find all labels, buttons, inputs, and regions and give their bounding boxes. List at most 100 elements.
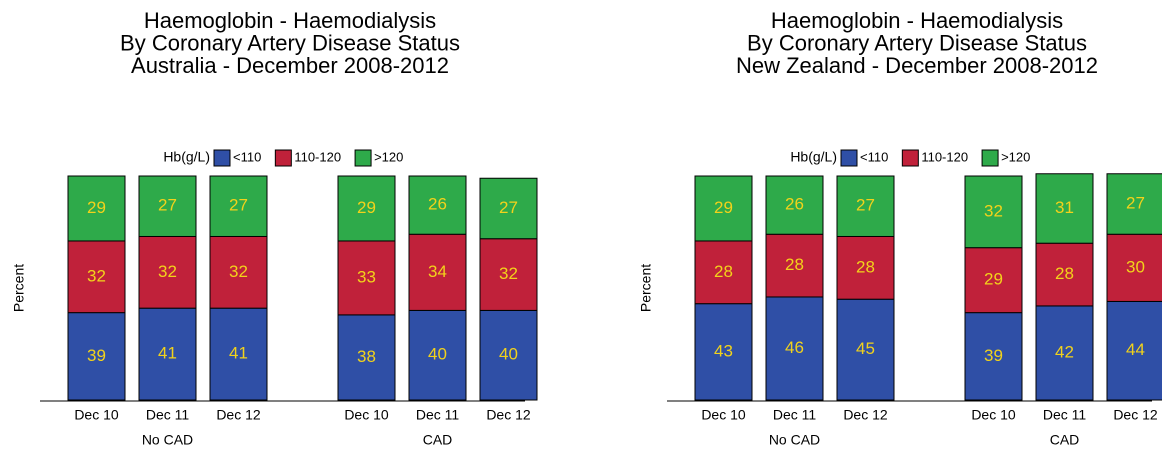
data-label: 46 xyxy=(785,338,804,357)
chart-title: Australia - December 2008-2012 xyxy=(131,53,449,78)
bar-segment xyxy=(964,312,1023,401)
group-label: No CAD xyxy=(142,432,193,448)
data-label: 45 xyxy=(856,339,875,358)
bar-segment xyxy=(964,247,1023,314)
bar-segment xyxy=(765,233,824,298)
group-label: CAD xyxy=(1050,432,1080,448)
data-label: 28 xyxy=(714,262,733,281)
x-tick-label: Dec 12 xyxy=(486,407,531,423)
y-axis-label: Percent xyxy=(11,264,27,312)
bar-segment xyxy=(1106,300,1162,401)
legend-label: >120 xyxy=(374,149,403,164)
data-label: 27 xyxy=(158,196,177,215)
bar-segment xyxy=(209,175,268,237)
x-tick-label: Dec 12 xyxy=(216,407,261,423)
bar-segment xyxy=(138,235,197,309)
bar-segment xyxy=(1035,242,1094,307)
chart-title: By Coronary Artery Disease Status xyxy=(120,30,460,55)
bar-segment xyxy=(408,309,467,401)
bar-segment xyxy=(67,175,126,242)
bar-segment xyxy=(67,240,126,314)
data-label: 34 xyxy=(428,262,447,281)
bar-segment xyxy=(1035,305,1094,401)
bar-segment xyxy=(1106,233,1162,302)
data-label: 27 xyxy=(499,198,518,217)
legend: Hb(g/L) <110 110-120 >120 xyxy=(790,149,1030,167)
bar-segment xyxy=(694,240,753,305)
bar-segment xyxy=(1106,173,1162,235)
bar-segment xyxy=(479,238,538,311)
bar-segment xyxy=(209,235,268,309)
legend: Hb(g/L) <110 110-120 >120 xyxy=(163,149,403,167)
x-tick-label: Dec 12 xyxy=(843,407,888,423)
bar-segment xyxy=(479,309,538,401)
data-label: 44 xyxy=(1126,340,1145,359)
legend-swatch xyxy=(901,149,919,167)
data-label: 32 xyxy=(87,266,106,285)
x-tick-label: Dec 11 xyxy=(1043,407,1087,423)
data-label: 28 xyxy=(1055,264,1074,283)
data-label: 42 xyxy=(1055,342,1074,361)
bar-segment xyxy=(138,307,197,401)
x-tick-label: Dec 10 xyxy=(971,407,1016,423)
bar-segment xyxy=(694,175,753,242)
data-label: 29 xyxy=(984,270,1003,289)
data-label: 26 xyxy=(785,195,804,214)
data-label: 32 xyxy=(158,262,177,281)
data-label: 39 xyxy=(984,346,1003,365)
bar-segment xyxy=(765,296,824,401)
bar-segment xyxy=(836,235,895,300)
group-label: No CAD xyxy=(769,432,820,448)
data-label: 33 xyxy=(357,267,376,286)
x-tick-label: Dec 10 xyxy=(344,407,389,423)
bar-segment xyxy=(67,312,126,401)
bar-segment xyxy=(765,175,824,235)
data-label: 30 xyxy=(1126,257,1145,276)
bar-segment xyxy=(836,175,895,237)
legend-label: <110 xyxy=(233,149,261,164)
bar-segment xyxy=(479,177,538,240)
chart-title: New Zealand - December 2008-2012 xyxy=(736,53,1098,78)
x-tick-label: Dec 12 xyxy=(1113,407,1158,423)
data-label: 29 xyxy=(714,198,733,217)
bar-segment xyxy=(964,175,1023,249)
bar-segment xyxy=(337,175,396,242)
group-label: CAD xyxy=(423,432,453,448)
x-tick-label: Dec 10 xyxy=(74,407,119,423)
data-label: 31 xyxy=(1055,198,1074,217)
data-label: 28 xyxy=(856,257,875,276)
data-label: 41 xyxy=(229,344,248,363)
data-label: 32 xyxy=(984,201,1003,220)
data-label: 32 xyxy=(229,262,248,281)
data-label: 26 xyxy=(428,195,447,214)
legend-title: Hb(g/L) xyxy=(790,149,837,165)
bar-segment xyxy=(138,175,197,237)
data-label: 27 xyxy=(229,196,248,215)
data-label: 29 xyxy=(87,198,106,217)
data-label: 32 xyxy=(499,264,518,283)
data-label: 39 xyxy=(87,346,106,365)
data-label: 43 xyxy=(714,341,733,360)
bar-segment xyxy=(1035,173,1094,244)
x-tick-label: Dec 11 xyxy=(416,407,460,423)
legend-swatch xyxy=(213,149,231,167)
legend-swatch xyxy=(274,149,292,167)
legend-label: 110-120 xyxy=(921,149,968,164)
data-label: 27 xyxy=(1126,193,1145,212)
data-label: 41 xyxy=(158,344,177,363)
x-tick-label: Dec 11 xyxy=(773,407,817,423)
data-label: 40 xyxy=(499,345,518,364)
bar-segment xyxy=(694,303,753,401)
y-axis-label: Percent xyxy=(638,264,654,312)
data-label: 29 xyxy=(357,198,376,217)
legend-swatch xyxy=(981,149,999,167)
chart-title: By Coronary Artery Disease Status xyxy=(747,30,1087,55)
bar-segment xyxy=(209,307,268,401)
legend-swatch xyxy=(840,149,858,167)
legend-title: Hb(g/L) xyxy=(163,149,210,165)
legend-label: <110 xyxy=(860,149,888,164)
legend-label: 110-120 xyxy=(294,149,341,164)
